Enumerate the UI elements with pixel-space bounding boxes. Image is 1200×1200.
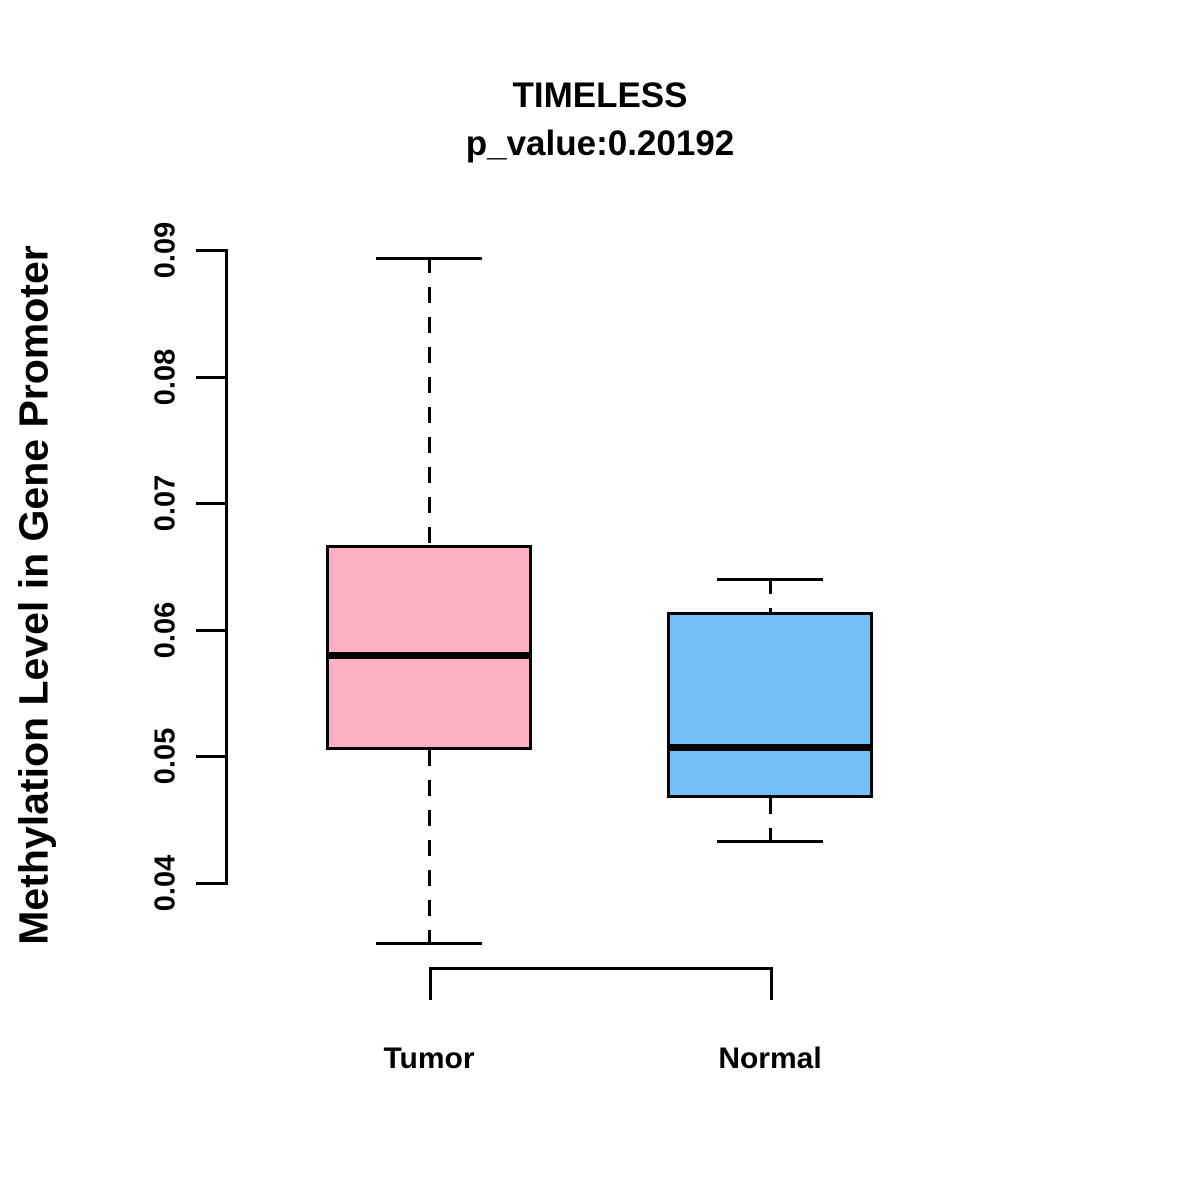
y-tick <box>196 755 225 758</box>
x-category-label: Normal <box>718 1042 822 1075</box>
x-category-label: Tumor <box>383 1042 475 1075</box>
box-normal <box>667 612 873 798</box>
chart-subtitle: p_value:0.20192 <box>465 124 735 163</box>
whisker-lower <box>769 798 772 840</box>
whisker-cap-lower <box>717 840 823 843</box>
whisker-lower <box>428 750 431 942</box>
y-tick <box>196 376 225 379</box>
y-tick-label: 0.08 <box>149 348 182 406</box>
median-line <box>329 652 529 659</box>
y-tick-label: 0.05 <box>149 727 182 785</box>
chart-title: TIMELESS <box>512 76 688 115</box>
whisker-cap-upper <box>717 578 823 581</box>
y-axis-label: Methylation Level in Gene Promoter <box>10 245 57 945</box>
y-tick-label: 0.07 <box>149 474 182 532</box>
whisker-cap-lower <box>376 942 482 945</box>
median-line <box>670 744 870 751</box>
y-tick <box>196 502 225 505</box>
y-tick <box>196 629 225 632</box>
whisker-upper <box>428 257 431 545</box>
y-tick-label: 0.06 <box>149 601 182 659</box>
y-tick-label: 0.09 <box>149 221 182 279</box>
whisker-upper <box>769 578 772 612</box>
y-tick-label: 0.04 <box>149 854 182 912</box>
y-tick <box>196 882 225 885</box>
whisker-cap-upper <box>376 257 482 260</box>
y-tick <box>196 249 225 252</box>
y-axis-line <box>225 249 228 885</box>
box-tumor <box>326 545 532 750</box>
x-axis-line <box>429 967 773 970</box>
x-tick <box>770 967 773 1000</box>
x-tick <box>429 967 432 1000</box>
